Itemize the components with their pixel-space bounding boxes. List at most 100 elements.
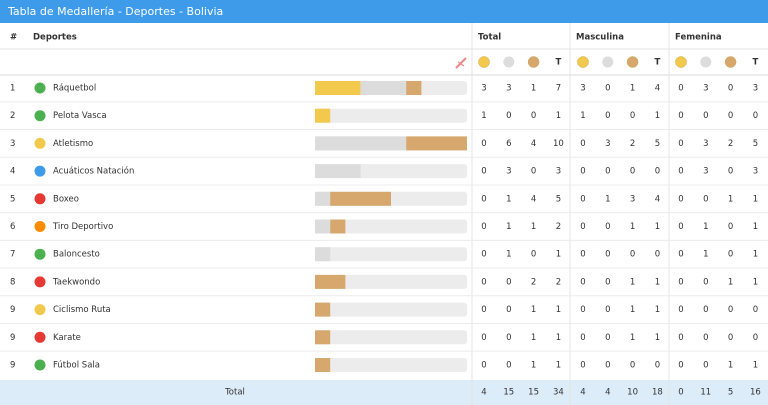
- medal-count: 1: [655, 111, 660, 121]
- medal-icon: [602, 56, 614, 68]
- medal-count: 0: [728, 305, 733, 315]
- col-header: T: [555, 58, 561, 68]
- footer-row-bg: [0, 380, 768, 405]
- page-title: Tabla de Medallería - Deportes - Bolivia: [7, 5, 223, 18]
- medal-count: 0: [481, 139, 486, 149]
- sport-icon: [34, 193, 46, 205]
- medal-bar: [315, 302, 331, 317]
- total-count: 18: [652, 388, 663, 398]
- medal-count: 0: [728, 222, 733, 232]
- medal-count: 1: [630, 84, 635, 94]
- medal-count: 3: [506, 167, 511, 177]
- sport-icon: [34, 110, 46, 122]
- medal-count: 0: [506, 361, 511, 371]
- medal-count: 1: [703, 222, 708, 232]
- col-header: #: [10, 33, 17, 43]
- medal-count: 0: [506, 305, 511, 315]
- total-count: 4: [605, 388, 610, 398]
- medal-count: 3: [506, 84, 511, 94]
- medal-count: 0: [580, 194, 585, 204]
- medal-bar: [315, 274, 346, 289]
- sport-icon: [34, 331, 46, 343]
- total-count: 5: [728, 388, 733, 398]
- medal-count: 3: [703, 84, 708, 94]
- medal-count: 1: [531, 361, 536, 371]
- medal-count: 0: [580, 250, 585, 260]
- medal-count: 3: [580, 84, 585, 94]
- medal-count: 0: [605, 222, 610, 232]
- medal-count: 0: [703, 277, 708, 287]
- medal-count: 0: [481, 222, 486, 232]
- sport-name: Tiro Deportivo: [52, 222, 113, 232]
- medal-count: 1: [655, 333, 660, 343]
- medal-count: 0: [481, 333, 486, 343]
- medal-count: 0: [605, 84, 610, 94]
- medal-bar: [315, 136, 407, 151]
- medal-count: 0: [580, 277, 585, 287]
- medal-count: 0: [753, 111, 758, 121]
- medal-count: 0: [605, 250, 610, 260]
- medal-count: 1: [728, 277, 733, 287]
- total-count: 15: [528, 388, 539, 398]
- medal-bar: [315, 191, 331, 206]
- medal-count: 0: [630, 167, 635, 177]
- medal-count: 1: [753, 222, 758, 232]
- medal-count: 4: [531, 139, 536, 149]
- medal-count: 0: [678, 167, 683, 177]
- medal-count: 3: [753, 84, 758, 94]
- medal-count: 1: [506, 194, 511, 204]
- medal-count: 0: [703, 194, 708, 204]
- bar-bg: [315, 274, 467, 289]
- medal-count: 2: [728, 139, 733, 149]
- medal-count: 0: [703, 333, 708, 343]
- medal-bar: [330, 191, 391, 206]
- medal-count: 1: [753, 194, 758, 204]
- sport-icon: [34, 221, 46, 232]
- bar-bg: [315, 330, 467, 345]
- sport-name: Ráquetbol: [53, 84, 96, 94]
- medal-count: 1: [728, 361, 733, 371]
- total-count: 11: [700, 388, 711, 398]
- medal-count: 0: [728, 250, 733, 260]
- footer-label: Total: [224, 388, 245, 398]
- medal-count: 0: [678, 84, 683, 94]
- medal-count: 2: [556, 277, 561, 287]
- medal-count: 1: [556, 361, 561, 371]
- medal-count: 0: [728, 111, 733, 121]
- sport-name: Pelota Vasca: [53, 111, 107, 121]
- sport-icon: [34, 276, 46, 288]
- sport-name: Fútbol Sala: [53, 361, 100, 371]
- medal-count: 0: [655, 250, 660, 260]
- medal-count: 0: [506, 111, 511, 121]
- medal-count: 1: [506, 250, 511, 260]
- medal-count: 1: [531, 222, 536, 232]
- medal-count: 0: [630, 250, 635, 260]
- sport-icon: [34, 137, 46, 149]
- medal-count: 1: [556, 111, 561, 121]
- medal-count: 3: [481, 84, 486, 94]
- medal-bar: [360, 81, 407, 95]
- sport-name: Baloncesto: [53, 250, 100, 260]
- medal-bar: [406, 81, 422, 95]
- sort-icon[interactable]: [455, 57, 467, 69]
- col-header: Masculina: [576, 33, 624, 43]
- medal-count: 0: [678, 277, 683, 287]
- rank: 9: [10, 333, 15, 343]
- col-header: T: [654, 58, 660, 68]
- rank: 1: [10, 84, 15, 94]
- total-count: 34: [553, 388, 564, 398]
- medal-count: 3: [630, 194, 635, 204]
- medal-count: 1: [556, 305, 561, 315]
- medal-count: 1: [481, 111, 486, 121]
- medal-bar: [406, 136, 467, 151]
- rank: 7: [10, 250, 15, 260]
- col-header: Femenina: [675, 33, 722, 43]
- medal-count: 0: [753, 333, 758, 343]
- rank: 9: [10, 361, 15, 371]
- medal-count: 6: [506, 139, 511, 149]
- medal-count: 0: [481, 194, 486, 204]
- medal-count: 1: [655, 277, 660, 287]
- medal-count: 0: [531, 250, 536, 260]
- medal-count: 1: [753, 277, 758, 287]
